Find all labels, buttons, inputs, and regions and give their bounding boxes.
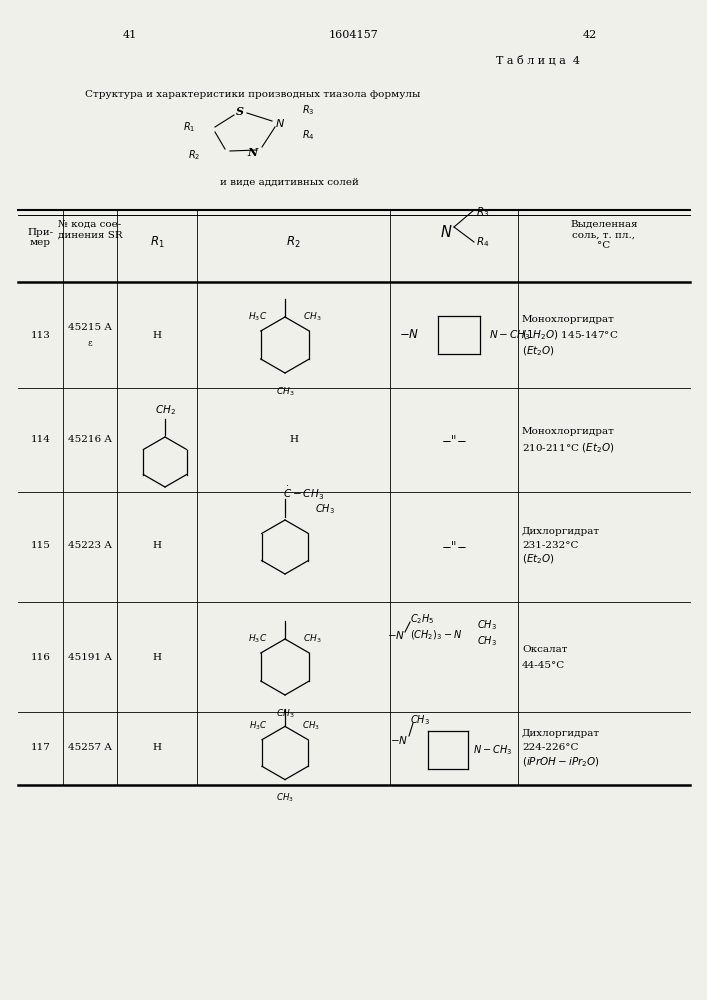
Text: $R_3$: $R_3$ [302, 103, 315, 117]
Text: H: H [153, 652, 161, 662]
Text: $CH_3$: $CH_3$ [410, 713, 430, 727]
Text: 115: 115 [30, 540, 50, 550]
Text: $N$: $N$ [440, 224, 452, 240]
Text: $-N$: $-N$ [387, 629, 405, 641]
Text: 41: 41 [123, 30, 137, 40]
Text: 114: 114 [30, 436, 50, 444]
Text: H: H [153, 330, 161, 340]
Text: Т а б л и ц а  4: Т а б л и ц а 4 [496, 55, 580, 65]
Text: $(Et_2O)$: $(Et_2O)$ [522, 552, 555, 566]
Text: Структура и характеристики производных тиазола формулы: Структура и характеристики производных т… [85, 90, 421, 99]
Text: H: H [289, 436, 298, 444]
Text: $N-CH_3$: $N-CH_3$ [473, 743, 512, 757]
Text: $-N$: $-N$ [399, 328, 419, 342]
Text: При-
мер: При- мер [28, 228, 54, 247]
Text: $CH_3$: $CH_3$ [477, 618, 497, 632]
Text: $CH_3$: $CH_3$ [276, 385, 294, 397]
Text: $-$"$-$: $-$"$-$ [441, 538, 467, 552]
Text: и виде аддитивных солей: и виде аддитивных солей [220, 178, 359, 186]
Text: Монохлоргидрат: Монохлоргидрат [522, 428, 615, 436]
Text: ε: ε [88, 338, 93, 348]
Text: H: H [153, 540, 161, 550]
Text: Оксалат: Оксалат [522, 645, 568, 654]
Text: $-N$: $-N$ [390, 734, 408, 746]
Text: $R_1$: $R_1$ [150, 235, 164, 250]
Text: Дихлоргидрат: Дихлоргидрат [522, 526, 600, 536]
Text: $R_4$: $R_4$ [302, 128, 315, 142]
Text: 45191 A: 45191 A [68, 652, 112, 662]
Text: $CH_3$: $CH_3$ [276, 707, 294, 720]
Text: $C_2H_5$: $C_2H_5$ [410, 612, 435, 626]
Text: $R_3$: $R_3$ [476, 205, 489, 219]
Text: $R_1$: $R_1$ [182, 120, 195, 134]
Text: $N-CH_3$: $N-CH_3$ [489, 328, 531, 342]
Text: $R_2$: $R_2$ [187, 148, 200, 162]
Text: $-$"$-$: $-$"$-$ [441, 434, 467, 446]
Text: $CH_3$: $CH_3$ [315, 502, 335, 516]
Text: $\dot{C}-CH_3$: $\dot{C}-CH_3$ [283, 484, 324, 502]
Text: 231-232°C: 231-232°C [522, 540, 578, 550]
Text: $(iPrOH-iPr_2O)$: $(iPrOH-iPr_2O)$ [522, 755, 600, 769]
Text: 113: 113 [30, 330, 50, 340]
Text: $H_3C$: $H_3C$ [249, 720, 268, 732]
Text: $CH_3$: $CH_3$ [276, 791, 294, 804]
Text: 45257 A: 45257 A [68, 744, 112, 752]
Text: 45223 A: 45223 A [68, 540, 112, 550]
Text: $(CH_2)_3-N$: $(CH_2)_3-N$ [410, 628, 462, 642]
Text: N: N [247, 147, 257, 158]
Text: H: H [153, 744, 161, 752]
Text: 116: 116 [30, 652, 50, 662]
Text: Дихлоргидрат: Дихлоргидрат [522, 730, 600, 738]
Text: № кода сое-
динения SR: № кода сое- динения SR [58, 220, 122, 239]
Text: $(Et_2O)$: $(Et_2O)$ [522, 344, 555, 358]
Text: $CH_3$: $CH_3$ [303, 720, 320, 732]
Text: $H_3C$: $H_3C$ [247, 311, 267, 323]
Text: 224-226°C: 224-226°C [522, 744, 578, 752]
Text: $H_3C$: $H_3C$ [247, 633, 267, 645]
Text: $CH_2$: $CH_2$ [155, 403, 175, 417]
Text: $N$: $N$ [275, 117, 285, 129]
Text: 42: 42 [583, 30, 597, 40]
Text: $CH_3$: $CH_3$ [303, 311, 322, 323]
Text: Монохлоргидрат: Монохлоргидрат [522, 314, 615, 324]
Text: S: S [236, 106, 244, 117]
Text: 1604157: 1604157 [329, 30, 378, 40]
Text: 45215 A: 45215 A [68, 322, 112, 332]
Text: 45216 A: 45216 A [68, 436, 112, 444]
Text: $CH_3$: $CH_3$ [303, 633, 322, 645]
Text: 210-211°C $(Et_2O)$: 210-211°C $(Et_2O)$ [522, 441, 614, 455]
Text: $R_2$: $R_2$ [286, 235, 300, 250]
Text: $(1H_2O)$ 145-147°C: $(1H_2O)$ 145-147°C [522, 328, 619, 342]
Text: $R_4$: $R_4$ [476, 235, 489, 249]
Text: 44-45°C: 44-45°C [522, 660, 566, 670]
Text: $CH_3$: $CH_3$ [477, 634, 497, 648]
Text: 117: 117 [30, 744, 50, 752]
Text: Выделенная
соль, т. пл.,
°C: Выделенная соль, т. пл., °C [570, 220, 638, 250]
